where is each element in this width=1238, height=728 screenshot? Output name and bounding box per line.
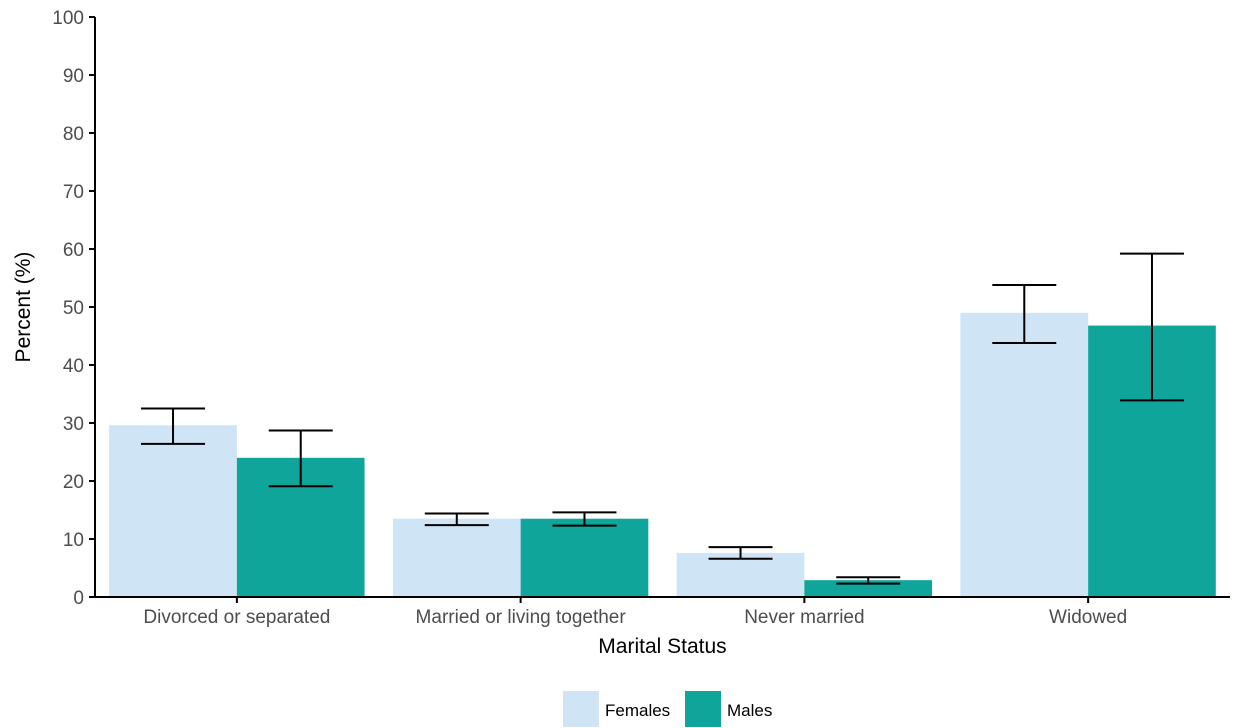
bar-females-3 [960, 312, 1089, 597]
y-tick-label: 30 [63, 414, 84, 435]
x-tick-label: Divorced or separated [143, 607, 330, 628]
bars [109, 312, 1216, 597]
y-tick-label: 0 [73, 588, 84, 609]
y-tick-label: 10 [63, 530, 84, 551]
y-tick-label: 40 [63, 356, 84, 377]
y-axis-title: Percent (%) [12, 252, 35, 363]
bar-females-2 [676, 552, 805, 597]
x-axis-ticks: Divorced or separated Married or living t… [143, 597, 1127, 628]
bar-males-1 [520, 518, 649, 597]
x-tick-label: Married or living together [416, 607, 627, 628]
legend-key-females [563, 691, 599, 727]
legend-label-males: Males [727, 701, 772, 720]
y-tick-label: 100 [52, 8, 84, 29]
legend: Females Males [563, 691, 772, 727]
y-tick-label: 70 [63, 182, 84, 203]
legend-label-females: Females [605, 701, 670, 720]
x-tick-label: Never married [744, 607, 864, 628]
error-bars [141, 252, 1184, 585]
x-axis-title: Marital Status [598, 635, 726, 658]
y-tick-label: 80 [63, 124, 84, 145]
y-axis-ticks: 0 10 20 30 40 50 60 70 80 90 100 [52, 8, 95, 609]
y-tick-label: 20 [63, 472, 84, 493]
y-tick-label: 50 [63, 298, 84, 319]
bar-females-0 [109, 425, 237, 597]
x-tick-label: Widowed [1049, 607, 1127, 628]
y-tick-label: 60 [63, 240, 84, 261]
y-tick-label: 90 [63, 66, 84, 87]
legend-key-males [685, 691, 721, 727]
bar-females-1 [392, 518, 521, 597]
